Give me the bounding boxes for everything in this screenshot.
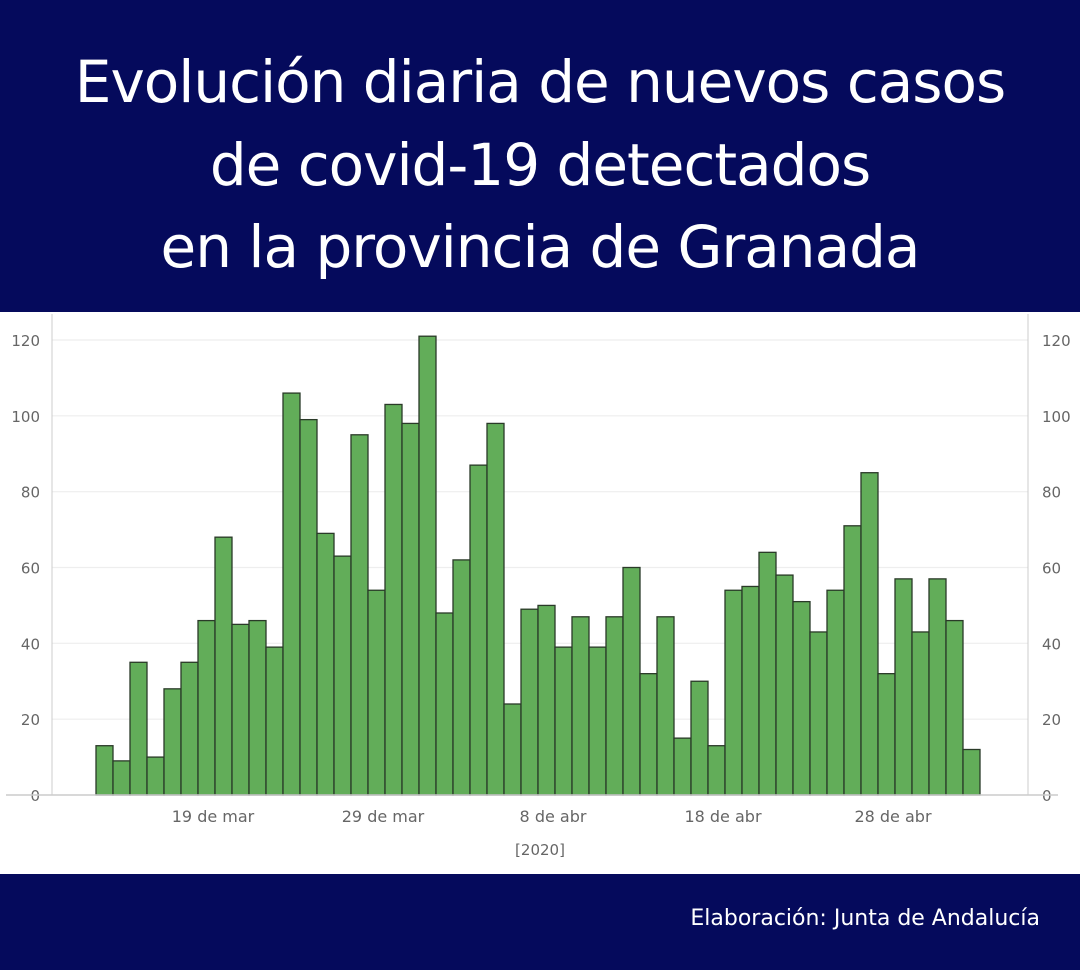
- title-line-3: en la provincia de Granada: [160, 213, 921, 281]
- bar: [537, 604, 556, 796]
- x-tick-label: 19 de mar: [172, 807, 255, 826]
- x-axis-title: [2020]: [515, 841, 565, 859]
- y-tick-label: 80: [1042, 484, 1061, 502]
- bar: [112, 760, 131, 796]
- y-tick-label: 60: [1042, 560, 1061, 578]
- bar: [571, 616, 590, 796]
- bar: [299, 418, 318, 796]
- bar: [707, 745, 726, 796]
- bar: [214, 536, 233, 796]
- bar: [741, 585, 760, 796]
- bar-chart: 0 20 40 60 80 100 120 0 20 40 60 80 100 120 19 de ma…: [6, 314, 1071, 859]
- bar: [282, 392, 301, 796]
- bar: [639, 673, 658, 796]
- bar: [265, 646, 284, 796]
- bar: [163, 688, 182, 796]
- bar: [554, 646, 573, 796]
- bar: [690, 680, 709, 796]
- bar: [605, 616, 624, 796]
- bar: [418, 335, 437, 796]
- x-tick-label: 18 de abr: [684, 807, 761, 826]
- y-tick-label: 40: [21, 635, 40, 653]
- bar: [384, 403, 403, 796]
- y-tick-label: 0: [1042, 787, 1052, 805]
- bar: [333, 555, 352, 796]
- x-axis-labels: 19 de mar 29 de mar 8 de abr 18 de abr 28 de…: [172, 807, 932, 826]
- y-tick-label: 120: [1042, 332, 1071, 350]
- title-line-1: Evolución diaria de nuevos casos: [74, 48, 1006, 116]
- bar: [350, 434, 369, 796]
- bar: [248, 619, 267, 796]
- bar: [877, 673, 896, 796]
- bar: [95, 745, 114, 796]
- bar: [945, 619, 964, 796]
- bars: [95, 335, 981, 796]
- bar: [129, 661, 148, 796]
- bar: [452, 559, 471, 796]
- y-tick-label: 100: [1042, 408, 1071, 426]
- y-tick-label: 40: [1042, 635, 1061, 653]
- x-tick-label: 8 de abr: [520, 807, 587, 826]
- bar: [503, 703, 522, 796]
- y-tick-label: 120: [11, 332, 40, 350]
- bar: [826, 589, 845, 796]
- left-y-axis-labels: 0 20 40 60 80 100 120: [11, 332, 40, 805]
- y-tick-label: 60: [21, 560, 40, 578]
- bar: [758, 551, 777, 796]
- y-tick-label: 20: [21, 711, 40, 729]
- bar: [435, 612, 454, 796]
- bar: [928, 578, 947, 796]
- bar: [792, 600, 811, 796]
- x-tick-label: 29 de mar: [342, 807, 425, 826]
- y-tick-label: 20: [1042, 711, 1061, 729]
- bar: [197, 619, 216, 796]
- title-line-2: de covid-19 detectados: [209, 131, 871, 199]
- x-tick-label: 28 de abr: [854, 807, 931, 826]
- bar: [367, 589, 386, 796]
- bar: [809, 631, 828, 796]
- bar: [588, 646, 607, 796]
- bar: [911, 631, 930, 796]
- bar: [520, 608, 539, 796]
- y-tick-label: 0: [30, 787, 40, 805]
- title-banner: Evolución diaria de nuevos casos de covi…: [0, 0, 1080, 312]
- right-y-axis-labels: 0 20 40 60 80 100 120: [1042, 332, 1071, 805]
- bar: [962, 748, 981, 796]
- bar: [469, 464, 488, 796]
- bar: [486, 422, 505, 796]
- bar: [860, 472, 879, 796]
- footer-banner: Elaboración: Junta de Andalucía: [0, 874, 1080, 970]
- bar: [316, 532, 335, 796]
- chart-area: 0 20 40 60 80 100 120 0 20 40 60 80 100 120 19 de ma…: [0, 312, 1080, 874]
- bar: [622, 566, 641, 796]
- bar: [231, 623, 250, 796]
- bar: [401, 422, 420, 796]
- y-tick-label: 80: [21, 484, 40, 502]
- bar: [775, 574, 794, 796]
- bar: [656, 616, 675, 796]
- source-credit: Elaboración: Junta de Andalucía: [690, 906, 1040, 931]
- bar: [894, 578, 913, 796]
- y-tick-label: 100: [11, 408, 40, 426]
- bar: [724, 589, 743, 796]
- bar: [146, 756, 165, 796]
- bar: [180, 661, 199, 796]
- bar: [843, 525, 862, 796]
- bar: [673, 737, 692, 796]
